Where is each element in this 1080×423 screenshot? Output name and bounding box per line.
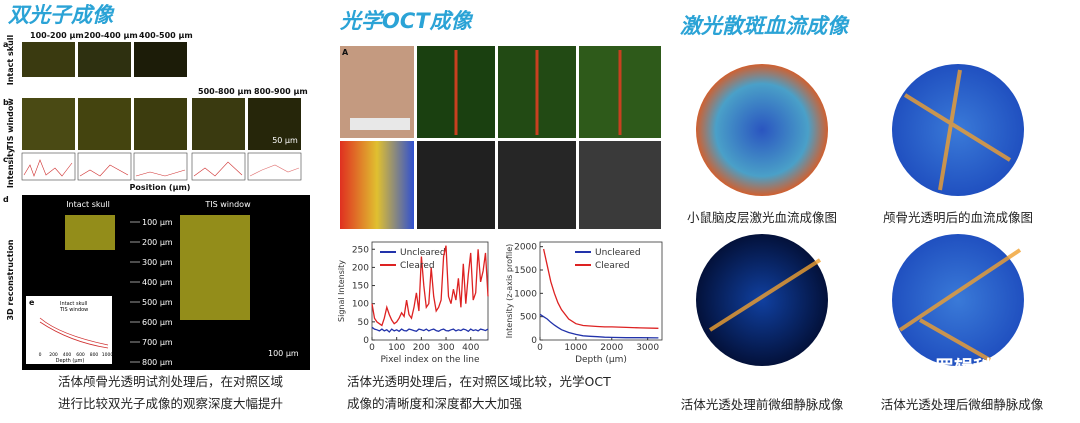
x-tick-label: 0 xyxy=(537,343,543,353)
caption: 小鼠脑皮层激光血流成像图 xyxy=(687,210,837,225)
inset-legend: TIS window xyxy=(59,307,88,313)
inset-curve xyxy=(39,317,109,349)
inset-tick: 600 xyxy=(76,352,85,358)
caption: 活体光透处理前微细静脉成像 xyxy=(681,397,844,412)
vessel xyxy=(708,69,1022,362)
depth-label: 400-500 µm xyxy=(139,31,193,40)
depth-label: 300 µm xyxy=(142,258,173,267)
x-tick-label: 3000 xyxy=(636,343,659,353)
axis-label: Position (µm) xyxy=(130,183,191,192)
line-series xyxy=(539,313,659,339)
y-axis-label: Intensity (z-axis profile) xyxy=(505,244,514,339)
panel-title: 双光子成像 xyxy=(7,3,115,27)
depth-label: 500 µm xyxy=(142,298,173,307)
legend-label: Cleared xyxy=(595,261,630,271)
legend-label: Uncleared xyxy=(400,248,446,258)
row-label: Intensity xyxy=(6,147,15,188)
recon-title: TIS window xyxy=(204,200,251,209)
inset-xlabel: Depth (µm) xyxy=(56,358,85,364)
y-tick-label: 250 xyxy=(352,245,369,255)
y-tick-label: 150 xyxy=(352,282,369,292)
x-axis-label: Depth (µm) xyxy=(575,355,627,365)
speckle-image xyxy=(696,64,828,196)
depth-label: 200-400 µm xyxy=(84,31,138,40)
depth-label: 100-200 µm xyxy=(30,31,84,40)
speckle-image xyxy=(696,234,828,366)
letter: b xyxy=(3,98,9,107)
line-series xyxy=(371,245,489,327)
row-label: Intact skull xyxy=(6,34,15,85)
panel-title: 光学OCT成像 xyxy=(339,9,474,33)
caption: 活体光透明处理后，在对照区域比较，光学OCT xyxy=(347,374,611,389)
oct-images xyxy=(340,46,661,229)
inset-tick: 200 xyxy=(49,352,58,358)
x-tick-label: 2000 xyxy=(600,343,623,353)
depth-label: 700 µm xyxy=(142,338,173,347)
line-series xyxy=(371,326,489,333)
y-tick-label: 0 xyxy=(363,336,369,346)
depth-label: 100 µm xyxy=(142,218,173,227)
caption: 活体光透处理后微细静脉成像 xyxy=(881,397,1044,412)
x-tick-label: 200 xyxy=(413,343,430,353)
legend-label: Uncleared xyxy=(595,248,641,258)
depth-label: 800-900 µm xyxy=(254,87,308,96)
y-tick-label: 200 xyxy=(352,263,369,273)
y-tick-label: 0 xyxy=(531,336,537,346)
image-row xyxy=(22,42,301,150)
depth-label: 500-800 µm xyxy=(198,87,252,96)
letter: d xyxy=(3,195,9,204)
caption: 成像的清晰度和深度都大大加强 xyxy=(347,396,523,411)
panel-title: 激光散斑血流成像 xyxy=(680,14,850,38)
caption: 进行比较双光子成像的观察深度大幅提升 xyxy=(58,396,283,411)
inset-tick: 800 xyxy=(90,352,99,358)
y-tick-label: 1500 xyxy=(514,266,537,276)
inset-tick: 1000 xyxy=(102,352,114,358)
letter: c xyxy=(3,155,8,164)
speckle-image xyxy=(892,234,1024,366)
scale-label: 100 µm xyxy=(268,349,299,358)
recon-title: Intact skull xyxy=(66,200,110,209)
caption: 颅骨光透明后的血流成像图 xyxy=(883,210,1033,225)
line-series xyxy=(542,248,659,329)
depth-label: 800 µm xyxy=(142,358,173,367)
watermark-icon xyxy=(906,355,930,379)
y-tick-label: 1000 xyxy=(514,289,537,299)
x-tick-label: 0 xyxy=(369,343,375,353)
intensity-plots xyxy=(21,152,302,181)
depth-label: 200 µm xyxy=(142,238,173,247)
y-tick-label: 50 xyxy=(358,318,370,328)
y-tick-label: 100 xyxy=(352,300,369,310)
plot-frame xyxy=(539,241,663,341)
depth-label: 600 µm xyxy=(142,318,173,327)
y-tick-label: 2000 xyxy=(514,243,537,253)
depth-label: 400 µm xyxy=(142,278,173,287)
scale-label: 50 µm xyxy=(272,136,298,145)
x-tick-label: 300 xyxy=(437,343,454,353)
letter: A xyxy=(342,48,349,57)
inset xyxy=(26,296,112,364)
recon-volume xyxy=(65,215,250,320)
y-axis-label: Signal Intensity xyxy=(337,260,346,322)
watermark: 罗辑科学 xyxy=(935,356,1011,379)
inset-legend: Intact skull xyxy=(60,301,87,307)
legend-label: Cleared xyxy=(400,261,435,271)
inset-tick: 0 xyxy=(39,352,42,358)
row-label: TIS window xyxy=(6,98,15,150)
x-tick-label: 100 xyxy=(388,343,405,353)
caption: 活体颅骨光透明试剂处理后，在对照区域 xyxy=(58,374,283,389)
letter: e xyxy=(29,298,35,307)
x-axis-label: Pixel index on the line xyxy=(380,355,480,365)
x-tick-label: 400 xyxy=(462,343,479,353)
y-tick-label: 500 xyxy=(520,313,537,323)
row-label: 3D reconstruction xyxy=(6,239,15,320)
inset-tick: 400 xyxy=(63,352,72,358)
letter: a xyxy=(3,40,8,49)
x-tick-label: 1000 xyxy=(564,343,587,353)
